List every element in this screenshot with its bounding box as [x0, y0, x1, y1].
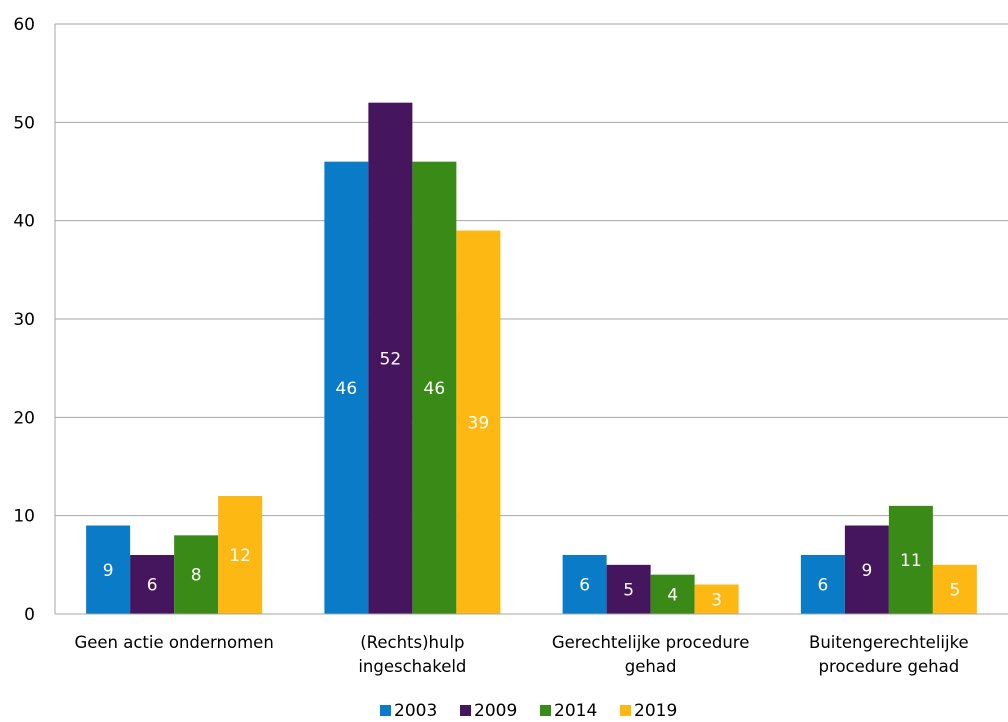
data-label-2003-1: 46: [336, 379, 358, 399]
data-label-2019-3: 5: [949, 580, 960, 600]
bar-2019-3: [932, 564, 977, 614]
category-label-0-0: Geen actie ondernomen: [74, 633, 273, 652]
data-label-2009-3: 9: [861, 561, 872, 581]
y-tick-label-20: 20: [13, 408, 35, 428]
bar-2019-1: [456, 230, 501, 614]
y-tick-label-30: 30: [13, 310, 35, 330]
category-label-1-1: ingeschakeld: [358, 657, 466, 676]
data-label-2009-0: 6: [147, 576, 158, 596]
bar-2014-2: [650, 574, 695, 614]
bar-2009-2: [606, 564, 651, 614]
y-tick-label-50: 50: [13, 113, 35, 133]
data-label-2014-2: 4: [667, 585, 678, 605]
bar-2009-0: [130, 555, 175, 614]
legend-swatch-2003: [380, 705, 391, 716]
bar-2003-1: [324, 161, 369, 614]
bar-2003-2: [562, 555, 607, 614]
grid: [55, 23, 1008, 517]
bar-2019-0: [218, 496, 263, 614]
data-label-2014-3: 11: [900, 551, 922, 571]
y-tick-label-0: 0: [24, 605, 35, 625]
bar-2014-0: [174, 535, 219, 614]
data-label-2014-0: 8: [191, 566, 202, 586]
data-label-2009-2: 5: [623, 580, 634, 600]
legend-label-2003: 2003: [394, 701, 437, 721]
category-label-2-0: Gerechtelijke procedure: [552, 633, 750, 652]
y-tick-label-60: 60: [13, 15, 35, 35]
data-labels: 9 6 8 12 46 52 46 39 6 5 4 3 6 9 11 5: [103, 349, 961, 610]
data-label-2003-2: 6: [579, 576, 590, 596]
y-tick-label-10: 10: [13, 507, 35, 527]
bar-2009-1: [368, 102, 413, 615]
bar-2003-3: [800, 555, 845, 614]
category-label-2-1: gehad: [625, 657, 677, 676]
data-label-2019-1: 39: [468, 413, 490, 433]
data-label-2003-0: 9: [103, 561, 114, 581]
legend: 2003 2009 2014 2019: [380, 701, 677, 721]
data-label-2019-2: 3: [711, 590, 722, 610]
bar-2019-2: [694, 584, 739, 614]
bar-2014-3: [888, 505, 933, 614]
bars: [86, 102, 977, 615]
legend-label-2014: 2014: [554, 701, 597, 721]
y-tick-label-40: 40: [13, 212, 35, 232]
data-label-2014-1: 46: [424, 379, 446, 399]
data-label-2019-0: 12: [229, 546, 251, 566]
data-label-2003-3: 6: [817, 576, 828, 596]
bar-2014-1: [412, 161, 457, 614]
bar-2003-0: [86, 525, 131, 614]
legend-swatch-2019: [620, 705, 631, 716]
category-label-3-0: Buitengerechtelijke: [809, 633, 969, 652]
category-label-1-0: (Rechts)hulp: [360, 633, 464, 652]
data-label-2009-1: 52: [380, 349, 402, 369]
category-label-3-1: procedure gehad: [819, 657, 960, 676]
legend-swatch-2014: [540, 705, 551, 716]
legend-label-2009: 2009: [474, 701, 517, 721]
legend-label-2019: 2019: [634, 701, 677, 721]
legend-swatch-2009: [460, 705, 471, 716]
axes: 0 10 20 30 40 50 60 Geen actie ondernomen (Recht…: [13, 15, 1008, 676]
bar-2009-3: [844, 525, 889, 614]
